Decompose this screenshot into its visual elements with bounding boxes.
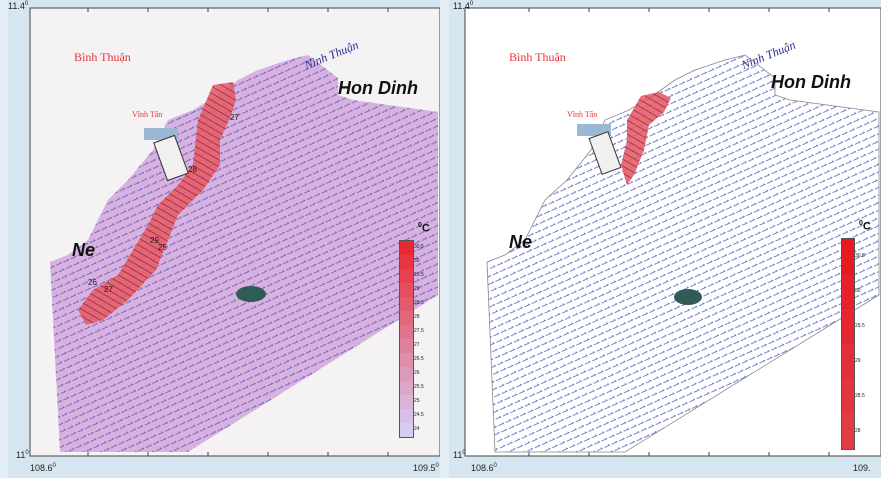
hon-dinh-label: Hon Dinh [338, 78, 418, 98]
colorbar-tick-label: 25.5 [414, 384, 424, 390]
colorbar-cell [400, 297, 413, 311]
colorbar-cell [400, 283, 413, 297]
lon-right-label: 109. [853, 463, 871, 473]
unit-label: 0C [859, 220, 871, 233]
contour-label: 25 [158, 243, 167, 252]
colorbar-tick-label: 27.5 [414, 328, 424, 334]
colorbar-cell [842, 414, 854, 449]
right-map-canvas [464, 7, 881, 457]
lat-top-label: 11.40 [8, 1, 29, 11]
binh-thuan-label: Bình Thuận [74, 50, 131, 64]
temperature-colorbar [841, 238, 855, 450]
colorbar-tick-label: 28.5 [414, 300, 424, 306]
colorbar-cell [400, 269, 413, 283]
colorbar-tick-label: 29.5 [855, 322, 865, 329]
colorbar-tick-label: 25 [414, 398, 420, 404]
thermal-plume [621, 92, 671, 185]
temperature-colorbar [399, 240, 414, 438]
colorbar-cell [400, 409, 413, 423]
colorbar-cell [400, 381, 413, 395]
colorbar-cell [400, 325, 413, 339]
island [236, 286, 266, 302]
colorbar-cell [400, 367, 413, 381]
contour-label: 26 [88, 278, 97, 287]
colorbar-cell [842, 309, 854, 344]
vinh-tan-label: Vĩnh Tân [567, 110, 598, 119]
colorbar-tick-label: 28 [855, 427, 861, 434]
colorbar-tick-label: 27 [414, 342, 420, 348]
contour-label: 28 [188, 165, 197, 174]
ne-label: Ne [72, 240, 96, 260]
lon-left-label: 108.60 [30, 463, 56, 473]
current-vectors [487, 55, 879, 452]
right-map-panel: 11.40 110 108.60 109. Bình Thuận Ninh Th… [449, 0, 881, 478]
colorbar-tick-label: 30 [414, 258, 420, 264]
colorbar-cell [400, 353, 413, 367]
colorbar-tick-label: 24.5 [414, 412, 424, 418]
colorbar-tick-label: 30.5 [414, 244, 424, 250]
colorbar-tick-label: 29.5 [414, 272, 424, 278]
colorbar-cell [400, 395, 413, 409]
lat-top-label: 11.40 [453, 1, 474, 11]
vinh-tan-plant [577, 124, 611, 136]
colorbar-tick-label: 26.5 [414, 356, 424, 362]
contour-label: 29 [150, 236, 159, 245]
binh-thuan-label: Bình Thuận [509, 50, 566, 64]
thermal-plume [78, 82, 236, 325]
unit-label: 0C [418, 222, 430, 235]
colorbar-cell [842, 239, 854, 274]
lat-bottom-label: 110 [453, 450, 466, 460]
colorbar-cell [400, 255, 413, 269]
left-map-panel: 29 27 26 25 28 27 11.40 110 108.60 109.5… [8, 0, 440, 478]
colorbar-cell [400, 423, 413, 437]
domain-outline [486, 54, 880, 453]
colorbar-cell [400, 311, 413, 325]
colorbar-tick-label: 26 [414, 370, 420, 376]
current-vectors [50, 55, 438, 452]
island [674, 289, 702, 305]
colorbar-tick-label: 28 [414, 314, 420, 320]
colorbar-cell [842, 274, 854, 309]
colorbar-cell [400, 339, 413, 353]
colorbar-tick-label: 29 [855, 357, 861, 364]
colorbar-tick-label: 29 [414, 286, 420, 292]
colorbar-tick-label: 28.5 [855, 392, 865, 399]
lon-left-label: 108.60 [471, 463, 497, 473]
colorbar-cell [842, 379, 854, 414]
hon-dinh-label: Hon Dinh [771, 72, 851, 92]
colorbar-tick-label: 30 [855, 287, 861, 294]
colorbar-tick-label: 30.5 [855, 252, 865, 259]
lon-right-label: 109.50 [413, 463, 439, 473]
lat-bottom-label: 110 [16, 450, 29, 460]
left-map-canvas: 29 27 26 25 28 27 [29, 7, 440, 457]
ne-label: Ne [509, 232, 533, 252]
contour-label: 27 [104, 285, 113, 294]
colorbar-tick-label: 24 [414, 426, 420, 432]
colorbar-cell [842, 344, 854, 379]
contour-label: 27 [230, 113, 239, 122]
vinh-tan-label: Vĩnh Tân [132, 110, 163, 119]
colorbar-cell [400, 241, 413, 255]
